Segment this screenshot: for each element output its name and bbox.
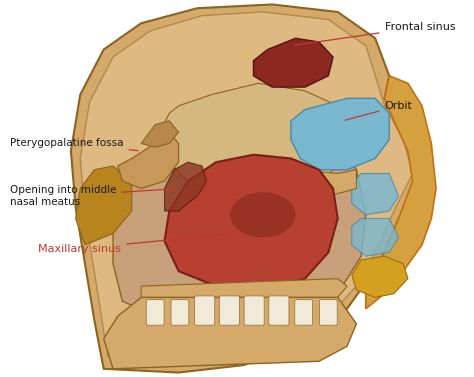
Polygon shape	[352, 219, 399, 256]
FancyBboxPatch shape	[244, 296, 264, 325]
Polygon shape	[164, 162, 207, 211]
Text: Maxillary sinus: Maxillary sinus	[38, 234, 232, 254]
Polygon shape	[75, 166, 132, 245]
Polygon shape	[141, 121, 179, 147]
Text: Frontal sinus: Frontal sinus	[294, 22, 455, 45]
Text: Pterygopalatine fossa: Pterygopalatine fossa	[10, 138, 138, 151]
Polygon shape	[254, 38, 333, 87]
Polygon shape	[118, 132, 179, 188]
FancyBboxPatch shape	[171, 300, 189, 325]
Text: Orbit: Orbit	[345, 101, 412, 120]
FancyBboxPatch shape	[295, 300, 312, 325]
FancyBboxPatch shape	[195, 296, 215, 325]
Text: Opening into middle
nasal meatus: Opening into middle nasal meatus	[10, 185, 176, 207]
Polygon shape	[160, 83, 352, 196]
Polygon shape	[301, 170, 356, 196]
Polygon shape	[366, 76, 436, 309]
FancyBboxPatch shape	[269, 296, 289, 325]
Ellipse shape	[230, 192, 296, 238]
Polygon shape	[113, 113, 366, 328]
Polygon shape	[80, 12, 413, 365]
Polygon shape	[164, 155, 338, 290]
Polygon shape	[352, 256, 408, 297]
Polygon shape	[291, 98, 389, 170]
Polygon shape	[71, 5, 422, 372]
Polygon shape	[104, 297, 356, 369]
Polygon shape	[141, 279, 347, 297]
FancyBboxPatch shape	[146, 300, 164, 325]
Polygon shape	[352, 173, 399, 215]
FancyBboxPatch shape	[219, 296, 239, 325]
FancyBboxPatch shape	[319, 300, 337, 325]
